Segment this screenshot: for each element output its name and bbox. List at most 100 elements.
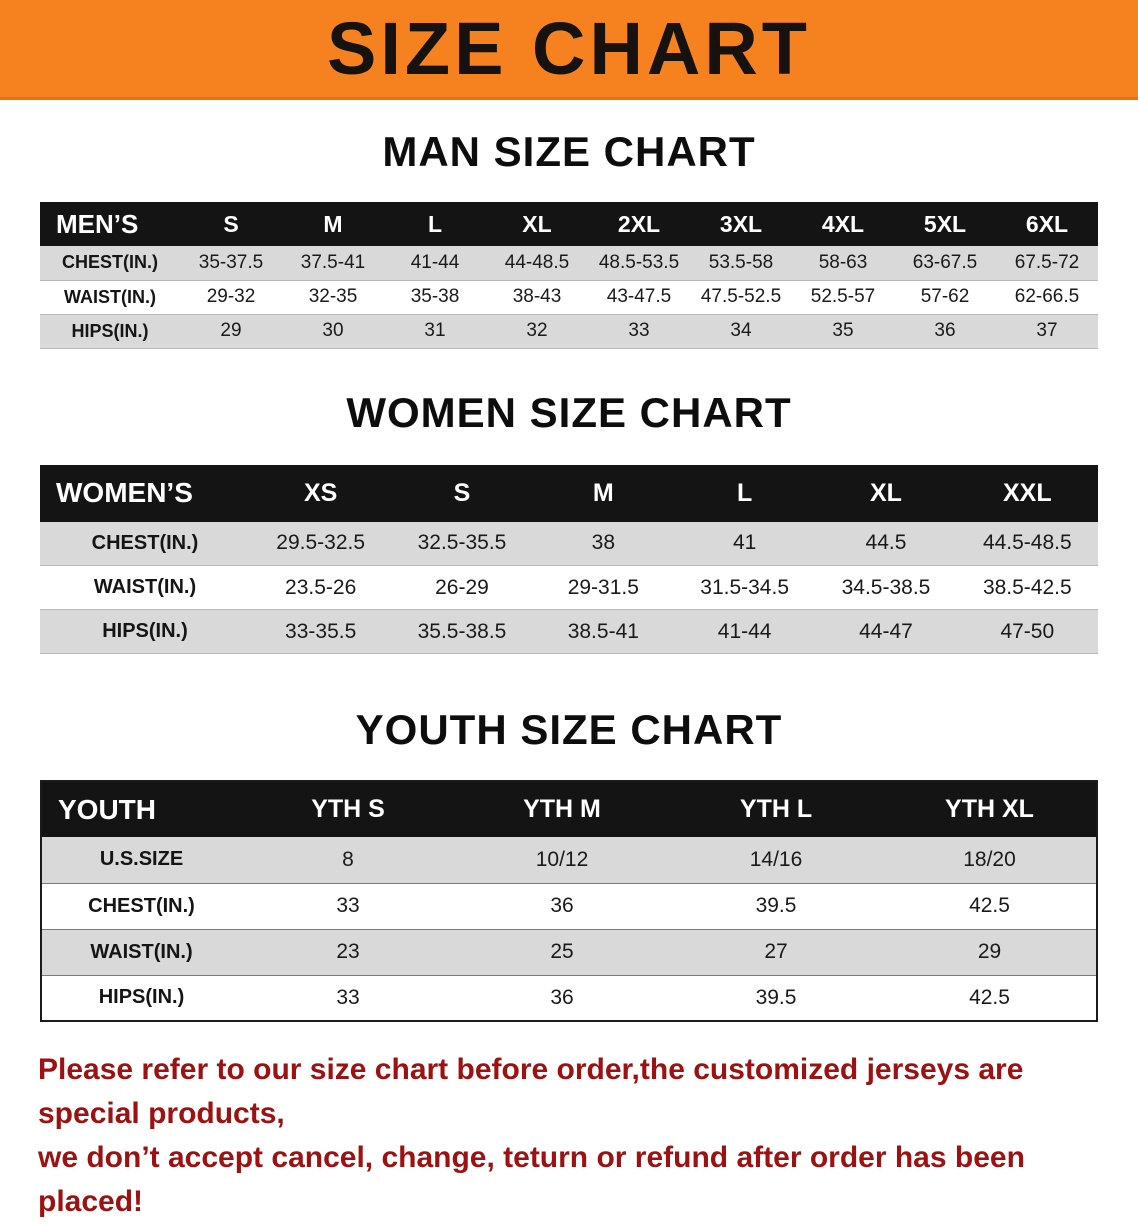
- size-value-cell: 47-50: [1000, 619, 1055, 643]
- size-column-header: M: [532, 464, 674, 522]
- size-column-header: YTH S: [241, 781, 455, 837]
- size-value-cell: 33: [336, 894, 360, 917]
- size-value-cell: 47.5-52.5: [700, 286, 782, 307]
- table-header-row: YOUTH YTH S YTH M YTH L YTH XL: [41, 781, 1097, 837]
- row-label: CHEST(IN.): [62, 252, 158, 273]
- size-value-cell: 36: [550, 894, 574, 917]
- size-value-cell: 67.5-72: [1014, 251, 1080, 273]
- row-label: WAIST(IN.): [93, 576, 197, 598]
- size-column-header: XXL: [956, 464, 1098, 522]
- size-value-cell: 27: [764, 940, 788, 963]
- disclaimer-note: Please refer to our size chart before or…: [38, 1048, 1100, 1224]
- table-title-cell: MEN’S: [40, 202, 180, 246]
- size-value-cell: 32-35: [308, 286, 358, 307]
- size-value-cell: 32.5-35.5: [417, 531, 507, 555]
- size-value-cell: 14/16: [749, 847, 803, 871]
- size-value-cell: 44.5: [865, 531, 907, 555]
- size-column-header: YTH L: [669, 781, 883, 837]
- size-value-cell: 41-44: [717, 619, 772, 643]
- disclaimer-line-1: Please refer to our size chart before or…: [38, 1053, 1024, 1130]
- size-value-cell: 29-31.5: [567, 575, 639, 599]
- table-row: CHEST(IN.) 35-37.5 37.5-41 41-44 44-48.5 48.5…: [40, 246, 1098, 280]
- size-value-cell: 44-48.5: [504, 251, 570, 273]
- size-value-cell: 8: [342, 847, 354, 871]
- size-column-header: 6XL: [996, 202, 1098, 246]
- table-title-cell: WOMEN’S: [40, 464, 250, 522]
- man-size-table: MEN’S S M L XL 2XL 3XL 4XL 5XL 6XL CHEST(IN.) 35-37…: [40, 202, 1098, 349]
- size-column-header: XL: [486, 202, 588, 246]
- size-value-cell: 23: [336, 940, 360, 963]
- size-value-cell: 26-29: [435, 575, 489, 599]
- size-value-cell: 36: [550, 985, 574, 1009]
- youth-size-section: YOUTH SIZE CHART YOUTH YTH S YTH M YTH L YTH…: [0, 706, 1138, 1022]
- row-label: WAIST(IN.): [64, 286, 156, 307]
- size-value-cell: 58-63: [818, 251, 868, 273]
- size-value-cell: 42.5: [969, 985, 1010, 1009]
- size-value-cell: 33-35.5: [285, 619, 357, 643]
- size-value-cell: 37.5-41: [300, 251, 366, 273]
- size-value-cell: 31: [424, 320, 446, 341]
- size-value-cell: 34: [730, 320, 752, 341]
- size-value-cell: 37: [1036, 320, 1058, 341]
- row-label: HIPS(IN.): [102, 620, 188, 642]
- table-row: WAIST(IN.) 23.5-26 26-29 29-31.5 31.5-34.5 34…: [40, 566, 1098, 610]
- size-value-cell: 23.5-26: [285, 575, 357, 599]
- size-value-cell: 35-37.5: [198, 251, 264, 273]
- size-value-cell: 34.5-38.5: [841, 575, 931, 599]
- table-row: CHEST(IN.) 29.5-32.5 32.5-35.5 38 41 44.5 44.5…: [40, 521, 1098, 566]
- women-size-section: WOMEN SIZE CHART WOMEN’S XS S M L XL XXL CHEST(…: [0, 389, 1138, 655]
- man-size-section: MAN SIZE CHART MEN’S S M L XL 2XL 3XL 4XL 5XL 6XL…: [0, 128, 1138, 349]
- size-value-cell: 52.5-57: [810, 286, 876, 307]
- size-value-cell: 31.5-34.5: [700, 575, 790, 599]
- size-column-header: S: [180, 202, 282, 246]
- table-row: HIPS(IN.) 33 36 39.5 42.5: [41, 975, 1097, 1021]
- row-label: WAIST(IN.): [90, 940, 193, 963]
- size-value-cell: 29: [220, 320, 242, 341]
- size-value-cell: 38: [591, 531, 615, 555]
- table-row: HIPS(IN.) 29 30 31 32 33 34 35 36 37: [40, 314, 1098, 348]
- size-column-header: M: [282, 202, 384, 246]
- man-section-heading: MAN SIZE CHART: [382, 128, 756, 175]
- table-row: WAIST(IN.) 29-32 32-35 35-38 38-43 43-47.5 47.…: [40, 280, 1098, 314]
- size-value-cell: 41-44: [410, 251, 460, 273]
- size-value-cell: 25: [550, 940, 574, 963]
- size-column-header: XS: [250, 464, 392, 522]
- size-value-cell: 38-43: [512, 286, 562, 307]
- size-value-cell: 36: [934, 320, 956, 341]
- size-column-header: L: [673, 464, 816, 522]
- row-label: CHEST(IN.): [88, 894, 195, 917]
- size-column-header: YTH XL: [883, 781, 1097, 837]
- size-value-cell: 29-32: [206, 286, 256, 307]
- size-value-cell: 53.5-58: [708, 251, 774, 273]
- size-value-cell: 39.5: [755, 985, 797, 1009]
- size-column-header: 5XL: [894, 202, 996, 246]
- size-value-cell: 38.5-41: [567, 619, 639, 643]
- size-value-cell: 44-47: [859, 619, 913, 643]
- table-header-row: MEN’S S M L XL 2XL 3XL 4XL 5XL 6XL: [40, 202, 1098, 246]
- table-row: U.S.SIZE 8 10/12 14/16 18/20: [41, 837, 1097, 883]
- size-chart-banner: SIZE CHART: [0, 0, 1138, 100]
- row-label: CHEST(IN.): [91, 531, 199, 554]
- disclaimer-line-2: we don’t accept cancel, change, teturn o…: [38, 1141, 1025, 1218]
- size-value-cell: 41: [732, 531, 757, 555]
- table-title-cell: YOUTH: [41, 781, 241, 837]
- women-size-table: WOMEN’S XS S M L XL XXL CHEST(IN.) 29.5-32.5 32.5…: [40, 464, 1098, 655]
- banner-title: SIZE CHART: [327, 6, 811, 90]
- size-value-cell: 33: [628, 320, 650, 341]
- size-value-cell: 44.5-48.5: [982, 531, 1072, 555]
- size-value-cell: 10/12: [535, 847, 589, 871]
- table-row: CHEST(IN.) 33 36 39.5 42.5: [41, 883, 1097, 929]
- size-value-cell: 29.5-32.5: [276, 531, 366, 555]
- size-value-cell: 62-66.5: [1014, 286, 1080, 307]
- row-label: U.S.SIZE: [99, 848, 184, 871]
- table-header-row: WOMEN’S XS S M L XL XXL: [40, 464, 1098, 522]
- size-value-cell: 30: [322, 320, 344, 341]
- size-value-cell: 35-38: [410, 286, 460, 307]
- size-value-cell: 42.5: [969, 894, 1010, 917]
- size-value-cell: 33: [336, 985, 360, 1009]
- size-column-header: L: [384, 202, 486, 246]
- row-label: HIPS(IN.): [71, 320, 149, 341]
- size-value-cell: 29: [977, 940, 1002, 963]
- youth-size-table: YOUTH YTH S YTH M YTH L YTH XL U.S.SIZE 8 10/12…: [40, 780, 1098, 1022]
- table-row: HIPS(IN.) 33-35.5 35.5-38.5 38.5-41 41-44 44-…: [40, 609, 1098, 654]
